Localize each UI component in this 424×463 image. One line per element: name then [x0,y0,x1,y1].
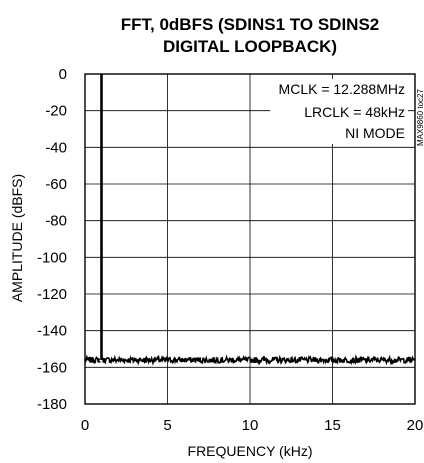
data-point [92,359,95,361]
x-tick-labels: 0 5 10 15 20 [81,417,424,434]
y-tick-label: -160 [37,359,67,376]
plot-frame [84,73,416,405]
y-tick-label: -140 [37,323,67,340]
annotation-lrclk: LRCLK = 48kHz [304,104,405,120]
data-point [101,247,103,249]
y-tick-label: -80 [45,213,67,230]
series-layer [84,73,416,366]
x-tick-label: 20 [407,417,424,434]
y-tick-label: 0 [59,66,67,83]
x-tick-label: 0 [81,417,89,434]
y-tick-label: -120 [37,286,67,303]
annotation-mclk: MCLK = 12.288MHz [279,81,405,97]
data-point [150,359,152,361]
noise-floor-trace [84,354,416,366]
data-point [199,357,202,359]
data-point [102,361,104,363]
y-tick-label: -40 [45,139,67,156]
data-point [216,359,218,361]
data-point [315,359,317,361]
data-point [397,359,400,361]
x-tick-label: 10 [242,417,259,434]
chart-title-line-1: FFT, 0dBFS (SDINS1 TO SDINS2 [121,15,380,34]
x-tick-label: 15 [324,417,341,434]
y-tick-label: -180 [37,396,67,413]
data-point [99,361,101,363]
y-axis-label: AMPLITUDE (dBFS) [9,174,25,302]
data-point [166,359,169,361]
data-point [381,359,383,361]
y-tick-label: -20 [45,103,67,120]
data-point [282,359,284,361]
data-point [232,359,235,361]
data-point [117,359,119,361]
data-point [331,359,334,361]
y-tick-label: -100 [37,249,67,266]
data-point [265,357,268,359]
chart-title-line-2: DIGITAL LOOPBACK) [163,37,337,56]
y-tick-labels: 0 -20 -40 -60 -80 -100 -120 -140 -160 -180 [37,66,67,413]
y-tick-label: -60 [45,176,67,193]
data-point [364,359,367,361]
figure-id: MAX9860 toc27 [416,89,424,146]
annotation-mode: NI MODE [345,125,405,141]
data-point [298,359,301,361]
annotation-background [270,79,408,144]
data-point [108,359,111,361]
data-point [133,357,136,359]
data-point [348,361,350,363]
x-axis-label: FREQUENCY (kHz) [188,443,313,459]
x-tick-label: 5 [163,417,171,434]
data-point [249,359,251,361]
data-point [183,359,185,361]
